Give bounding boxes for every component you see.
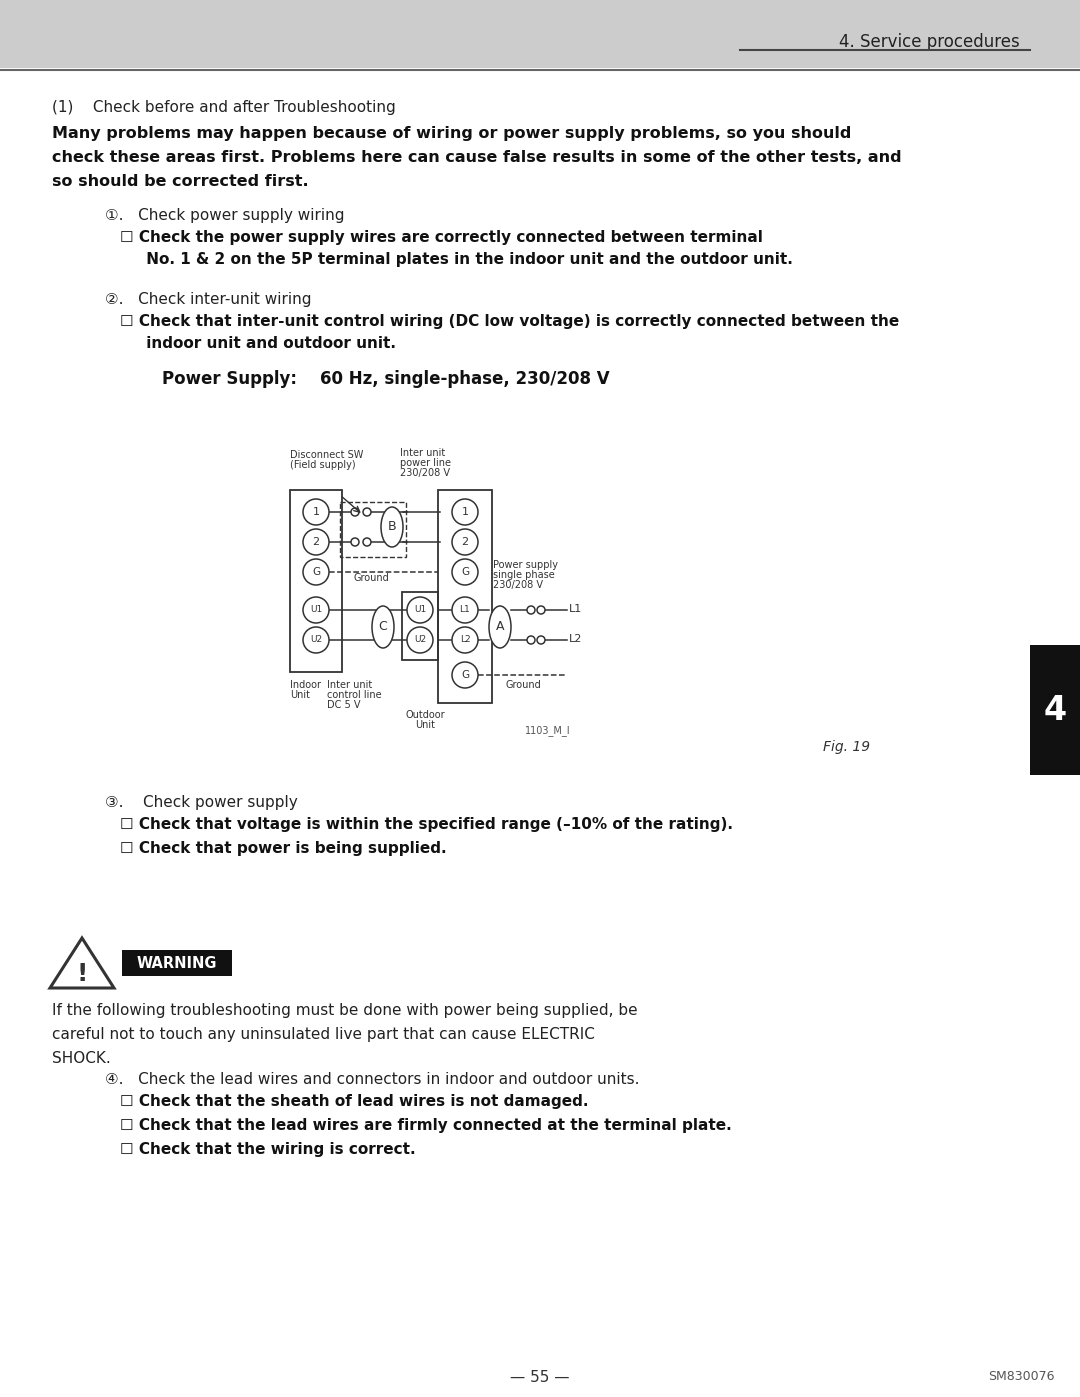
Text: Unit: Unit: [291, 690, 310, 700]
Text: U1: U1: [310, 605, 322, 615]
Text: DC 5 V: DC 5 V: [327, 700, 361, 710]
Text: Inter unit: Inter unit: [327, 680, 373, 690]
Ellipse shape: [381, 507, 403, 548]
Text: G: G: [461, 567, 469, 577]
Circle shape: [537, 606, 545, 615]
Text: (Field supply): (Field supply): [291, 460, 355, 469]
Text: ☐ Check that the sheath of lead wires is not damaged.: ☐ Check that the sheath of lead wires is…: [120, 1094, 589, 1109]
Text: 1: 1: [461, 507, 469, 517]
Text: ③.    Check power supply: ③. Check power supply: [105, 795, 298, 810]
Text: !: !: [77, 963, 87, 986]
Text: careful not to touch any uninsulated live part that can cause ELECTRIC: careful not to touch any uninsulated liv…: [52, 1027, 595, 1042]
Text: (1)    Check before and after Troubleshooting: (1) Check before and after Troubleshooti…: [52, 101, 395, 115]
Text: — 55 —: — 55 —: [510, 1370, 570, 1384]
Text: Many problems may happen because of wiring or power supply problems, so you shou: Many problems may happen because of wiri…: [52, 126, 851, 141]
Circle shape: [407, 627, 433, 652]
Text: Ground: Ground: [353, 573, 389, 583]
Text: ☐ Check that inter-unit control wiring (DC low voltage) is correctly connected b: ☐ Check that inter-unit control wiring (…: [120, 314, 900, 330]
Text: Ground: Ground: [505, 680, 541, 690]
Text: so should be corrected first.: so should be corrected first.: [52, 175, 309, 189]
Text: ☐ Check that the wiring is correct.: ☐ Check that the wiring is correct.: [120, 1141, 416, 1157]
Text: L1: L1: [460, 605, 471, 615]
Text: ☐ Check that power is being supplied.: ☐ Check that power is being supplied.: [120, 841, 447, 856]
Bar: [340, 502, 406, 557]
Text: Power supply: Power supply: [492, 560, 558, 570]
Text: ☐ Check that the lead wires are firmly connected at the terminal plate.: ☐ Check that the lead wires are firmly c…: [120, 1118, 732, 1133]
Text: 2: 2: [312, 536, 320, 548]
Text: If the following troubleshooting must be done with power being supplied, be: If the following troubleshooting must be…: [52, 1003, 637, 1018]
Ellipse shape: [489, 606, 511, 648]
Text: 1: 1: [312, 507, 320, 517]
Circle shape: [303, 597, 329, 623]
Polygon shape: [50, 937, 114, 988]
Text: U1: U1: [414, 605, 427, 615]
Text: ①.   Check power supply wiring: ①. Check power supply wiring: [105, 208, 345, 224]
Ellipse shape: [372, 606, 394, 648]
Text: Power Supply:    60 Hz, single-phase, 230/208 V: Power Supply: 60 Hz, single-phase, 230/2…: [162, 370, 609, 388]
Text: G: G: [461, 671, 469, 680]
Text: power line: power line: [400, 458, 451, 468]
Text: Disconnect SW: Disconnect SW: [291, 450, 363, 460]
Text: ④.   Check the lead wires and connectors in indoor and outdoor units.: ④. Check the lead wires and connectors i…: [105, 1071, 639, 1087]
Text: Indoor: Indoor: [291, 680, 321, 690]
Text: ☐ Check the power supply wires are correctly connected between terminal: ☐ Check the power supply wires are corre…: [120, 231, 762, 244]
Text: Fig. 19: Fig. 19: [823, 740, 870, 754]
Circle shape: [537, 636, 545, 644]
Circle shape: [351, 509, 359, 515]
Circle shape: [453, 662, 478, 687]
Text: A: A: [496, 620, 504, 633]
Text: ☐ Check that voltage is within the specified range (–10% of the rating).: ☐ Check that voltage is within the speci…: [120, 817, 733, 833]
Text: 4. Service procedures: 4. Service procedures: [839, 34, 1020, 52]
Circle shape: [453, 559, 478, 585]
Text: Outdoor: Outdoor: [405, 710, 445, 719]
Text: 1103_M_I: 1103_M_I: [525, 725, 570, 736]
Text: L2: L2: [460, 636, 470, 644]
Circle shape: [303, 627, 329, 652]
Circle shape: [303, 499, 329, 525]
Text: No. 1 & 2 on the 5P terminal plates in the indoor unit and the outdoor unit.: No. 1 & 2 on the 5P terminal plates in t…: [120, 251, 793, 267]
Text: U2: U2: [310, 636, 322, 644]
Text: control line: control line: [327, 690, 381, 700]
Text: indoor unit and outdoor unit.: indoor unit and outdoor unit.: [120, 337, 396, 351]
Circle shape: [453, 499, 478, 525]
Text: C: C: [379, 620, 388, 633]
Circle shape: [453, 597, 478, 623]
Circle shape: [527, 636, 535, 644]
Text: Unit: Unit: [415, 719, 435, 731]
Bar: [291, 490, 342, 672]
Circle shape: [303, 559, 329, 585]
Circle shape: [407, 597, 433, 623]
Text: single phase: single phase: [492, 570, 555, 580]
Circle shape: [351, 538, 359, 546]
Bar: [0, 0, 1080, 68]
Text: L2: L2: [569, 634, 582, 644]
Circle shape: [363, 538, 372, 546]
Text: 4: 4: [1043, 693, 1067, 726]
Text: Inter unit: Inter unit: [400, 448, 445, 458]
Text: check these areas first. Problems here can cause false results in some of the ot: check these areas first. Problems here c…: [52, 149, 902, 165]
Circle shape: [363, 509, 372, 515]
Text: ②.   Check inter-unit wiring: ②. Check inter-unit wiring: [105, 292, 311, 307]
Text: L1: L1: [569, 604, 582, 615]
Bar: [402, 592, 438, 659]
Bar: [1030, 645, 1080, 775]
Text: G: G: [312, 567, 320, 577]
Text: WARNING: WARNING: [137, 956, 217, 971]
Circle shape: [453, 627, 478, 652]
Text: 230/208 V: 230/208 V: [400, 468, 450, 478]
Circle shape: [527, 606, 535, 615]
Circle shape: [453, 529, 478, 555]
Bar: [122, 950, 232, 977]
Text: B: B: [388, 521, 396, 534]
Text: SM830076: SM830076: [988, 1370, 1055, 1383]
Text: 2: 2: [461, 536, 469, 548]
Text: 230/208 V: 230/208 V: [492, 580, 543, 590]
Bar: [438, 490, 492, 703]
Text: U2: U2: [414, 636, 427, 644]
Text: SHOCK.: SHOCK.: [52, 1051, 111, 1066]
Circle shape: [303, 529, 329, 555]
